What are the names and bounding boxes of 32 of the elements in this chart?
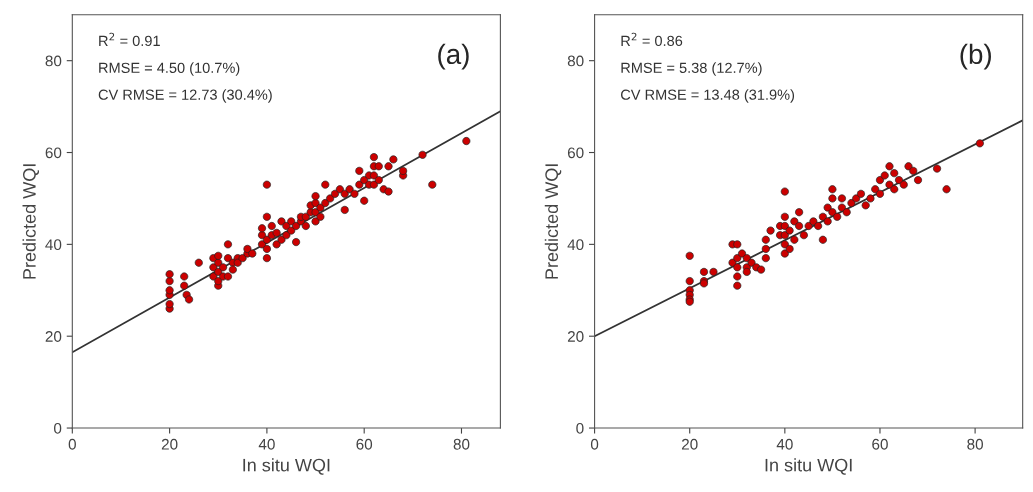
annotation: R$^{2}$ = 0.91 — [99, 32, 160, 47]
annotation: CV RMSE = 13.48 (31.9%) — [621, 89, 795, 103]
annotation: R$^{2}$ = 0.86 — [621, 32, 683, 47]
x-axis-title: In situ WQI — [765, 458, 852, 475]
text: (a) — [438, 43, 469, 70]
y-tick-label: 20 — [45, 331, 62, 342]
y-tick-label: 80 — [567, 55, 584, 67]
x-tick-label: 20 — [161, 438, 178, 450]
x-tick-label: 80 — [967, 438, 983, 450]
x-tick-label: 40 — [776, 438, 793, 450]
x-tick-label: 40 — [258, 438, 275, 450]
annotation: RMSE = 4.50 (10.7%) — [99, 62, 240, 76]
x-tick-label: 60 — [872, 438, 888, 450]
text: (b) — [960, 43, 991, 70]
x-tick-label: 60 — [356, 438, 373, 450]
x-tick-label: 0 — [590, 438, 599, 450]
y-axis-title: Predicted WQI — [22, 164, 40, 279]
y-axis-title: Predicted WQI — [544, 164, 562, 279]
y-tick-label: 0 — [576, 422, 584, 434]
annotation: CV RMSE = 12.73 (30.4%) — [98, 89, 272, 103]
annotation: RMSE = 5.38 (12.7%) — [621, 62, 762, 76]
y-tick-label: 20 — [567, 331, 584, 342]
x-tick-label: 80 — [453, 438, 470, 450]
x-tick-label: 0 — [68, 438, 76, 450]
y-tick-label: 60 — [567, 147, 584, 159]
y-tick-label: 80 — [45, 55, 62, 67]
y-tick-label: 60 — [45, 147, 62, 159]
x-axis-title: In situ WQI — [243, 458, 330, 475]
y-tick-label: 40 — [45, 239, 62, 251]
x-tick-label: 20 — [681, 438, 698, 450]
y-tick-label: 0 — [53, 422, 62, 434]
y-tick-label: 40 — [567, 239, 584, 251]
